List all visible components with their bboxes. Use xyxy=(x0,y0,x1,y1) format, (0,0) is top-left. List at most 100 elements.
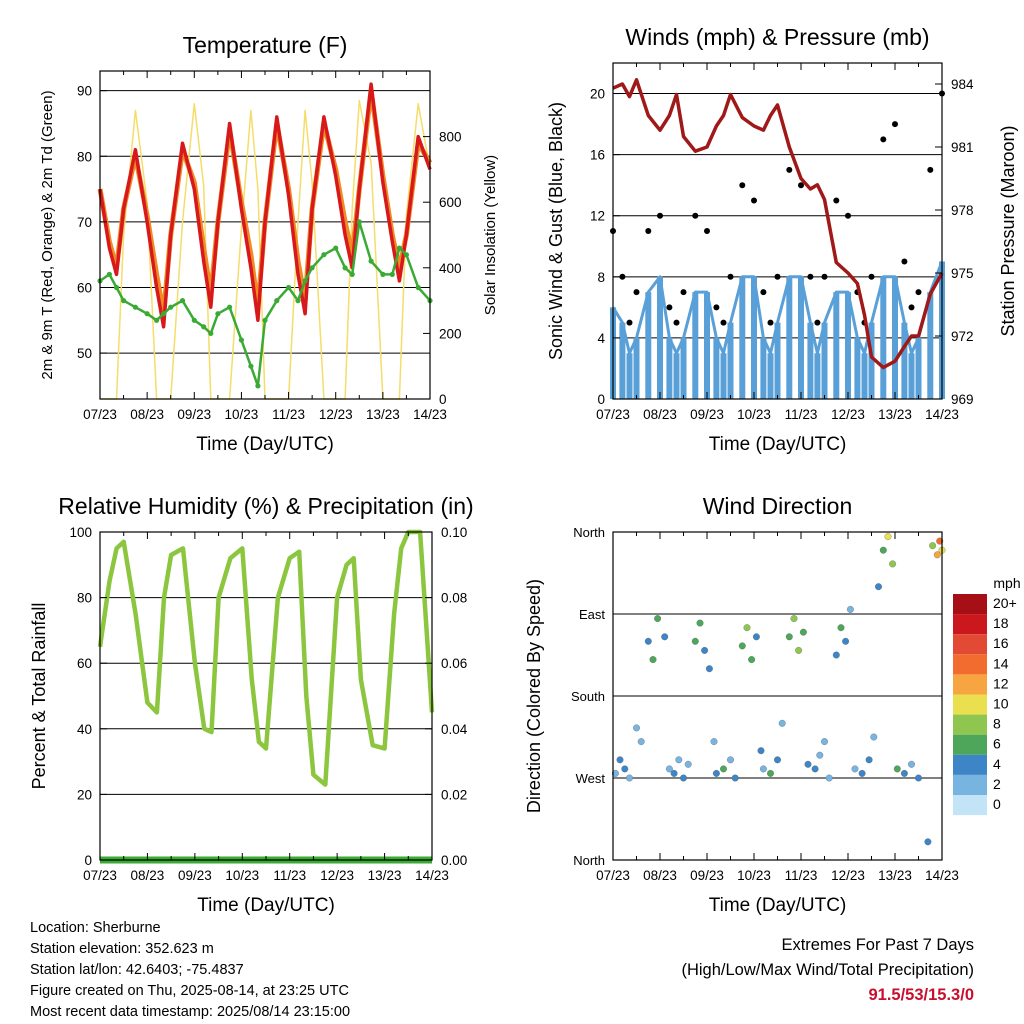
y2-tick-label: 972 xyxy=(951,329,974,344)
y2-tick-label: 984 xyxy=(951,77,974,92)
direction-point xyxy=(870,733,878,741)
dewpoint-point xyxy=(255,383,261,389)
x-tick-label: 13/23 xyxy=(366,407,400,422)
direction-point xyxy=(626,774,633,782)
x-tick-label: 12/23 xyxy=(831,868,865,883)
x-tick-label: 09/23 xyxy=(178,868,212,883)
x-tick-label: 08/23 xyxy=(643,868,677,883)
colorbar-swatch xyxy=(953,774,987,795)
direction-point xyxy=(705,665,713,673)
y2-tick-label: 969 xyxy=(951,392,974,407)
x-tick-label: 14/23 xyxy=(413,407,447,422)
y-tick-label: 0 xyxy=(84,853,92,868)
colorbar-label: 0 xyxy=(993,796,1001,812)
x-tick-label: 12/23 xyxy=(319,407,353,422)
gust-point xyxy=(760,289,767,296)
direction-point xyxy=(924,838,932,846)
dewpoint-point xyxy=(321,252,327,258)
direction-point xyxy=(929,542,937,550)
dewpoint-point xyxy=(238,337,244,343)
gust-point xyxy=(704,228,710,234)
y2-tick-label: 400 xyxy=(439,261,462,276)
dewpoint-point xyxy=(201,324,207,330)
y-tick-label: South xyxy=(571,689,605,704)
y2-tick-label: 0.02 xyxy=(441,787,467,802)
direction-point xyxy=(879,546,887,554)
y-tick-label: 40 xyxy=(77,722,92,737)
y2-tick-label: 0.00 xyxy=(441,853,467,868)
direction-point xyxy=(670,769,678,777)
direction-point xyxy=(900,769,908,777)
direction-point xyxy=(858,769,866,777)
direction-point xyxy=(644,637,652,645)
y-tick-label: 100 xyxy=(69,525,92,540)
y-tick-label: 0 xyxy=(597,392,605,407)
direction-point xyxy=(616,756,624,764)
direction-point xyxy=(712,769,720,777)
x-tick-label: 11/23 xyxy=(785,868,818,883)
colorbar-swatch xyxy=(953,614,987,635)
x-tick-label: 08/23 xyxy=(131,868,165,883)
dewpoint-point xyxy=(154,317,160,323)
direction-point xyxy=(795,646,803,654)
y-tick-label: 90 xyxy=(77,84,92,99)
y-tick-label: 80 xyxy=(77,149,92,164)
colorbar-unit: mph xyxy=(993,575,1020,591)
dewpoint-point xyxy=(215,311,221,317)
y2-tick-label: 600 xyxy=(439,195,462,210)
x-tick-label: 13/23 xyxy=(878,868,912,883)
direction-point xyxy=(743,624,751,632)
recent-text: Most recent data timestamp: 2025/08/14 2… xyxy=(30,1004,351,1020)
x-tick-label: 10/23 xyxy=(737,868,771,883)
y2-tick-label: 0.06 xyxy=(441,656,467,671)
x-axis-label: Time (Day/UTC) xyxy=(709,895,847,916)
gust-point xyxy=(751,197,757,204)
x-tick-label: 13/23 xyxy=(878,407,912,422)
x-tick-label: 08/23 xyxy=(643,407,677,422)
y-axis-label: 2m & 9m T (Red, Orange) & 2m Td (Green) xyxy=(39,90,56,379)
dewpoint-point xyxy=(248,363,254,369)
colorbar-label: 2 xyxy=(993,776,1001,792)
y-axis-label: Sonic Wind & Gust (Blue, Black) xyxy=(546,102,566,360)
x-tick-label: 12/23 xyxy=(831,407,865,422)
gust-point xyxy=(880,136,887,143)
y-tick-label: 20 xyxy=(77,787,92,802)
direction-point xyxy=(842,637,850,645)
pressure-line xyxy=(612,78,944,370)
dewpoint-point xyxy=(389,271,395,277)
y-tick-label: 60 xyxy=(77,280,92,295)
y2-tick-label: 975 xyxy=(951,266,974,281)
x-tick-label: 09/23 xyxy=(690,868,724,883)
y-tick-label: West xyxy=(576,771,606,786)
direction-point xyxy=(851,765,859,773)
panel-title: Relative Humidity (%) & Precipitation (i… xyxy=(58,493,473,519)
direction-point xyxy=(811,765,819,773)
direction-point xyxy=(691,637,699,645)
direction-point xyxy=(774,756,781,764)
y-tick-label: 8 xyxy=(597,270,605,285)
direction-point xyxy=(637,738,645,746)
extremes-subtitle: (High/Low/Max Wind/Total Precipitation) xyxy=(681,961,974,979)
direction-point xyxy=(701,646,709,654)
y-tick-label: 80 xyxy=(77,591,92,606)
x-tick-label: 09/23 xyxy=(177,407,211,422)
direction-point xyxy=(680,774,687,782)
y-tick-label: North xyxy=(573,853,605,868)
direction-point xyxy=(649,656,657,664)
x-tick-label: 07/23 xyxy=(83,868,117,883)
dewpoint-point xyxy=(342,265,348,271)
gust-point xyxy=(645,228,652,234)
y-tick-label: 20 xyxy=(590,87,605,102)
direction-point xyxy=(611,769,619,777)
dewpoint-point xyxy=(179,298,186,304)
direction-point xyxy=(696,619,704,627)
gust-point xyxy=(619,273,626,280)
dewpoint-point xyxy=(161,311,167,317)
y-tick-label: 60 xyxy=(77,656,92,671)
plot-area xyxy=(100,532,432,860)
y2-tick-label: 981 xyxy=(951,140,974,155)
direction-point xyxy=(799,628,807,636)
y-axis-label: Percent & Total Rainfall xyxy=(29,603,49,790)
direction-point xyxy=(846,605,854,613)
wind-direction-panel: 07/23 08/23 09/23 10/23 11/23 12/23 13/23 14/23… xyxy=(524,493,959,916)
